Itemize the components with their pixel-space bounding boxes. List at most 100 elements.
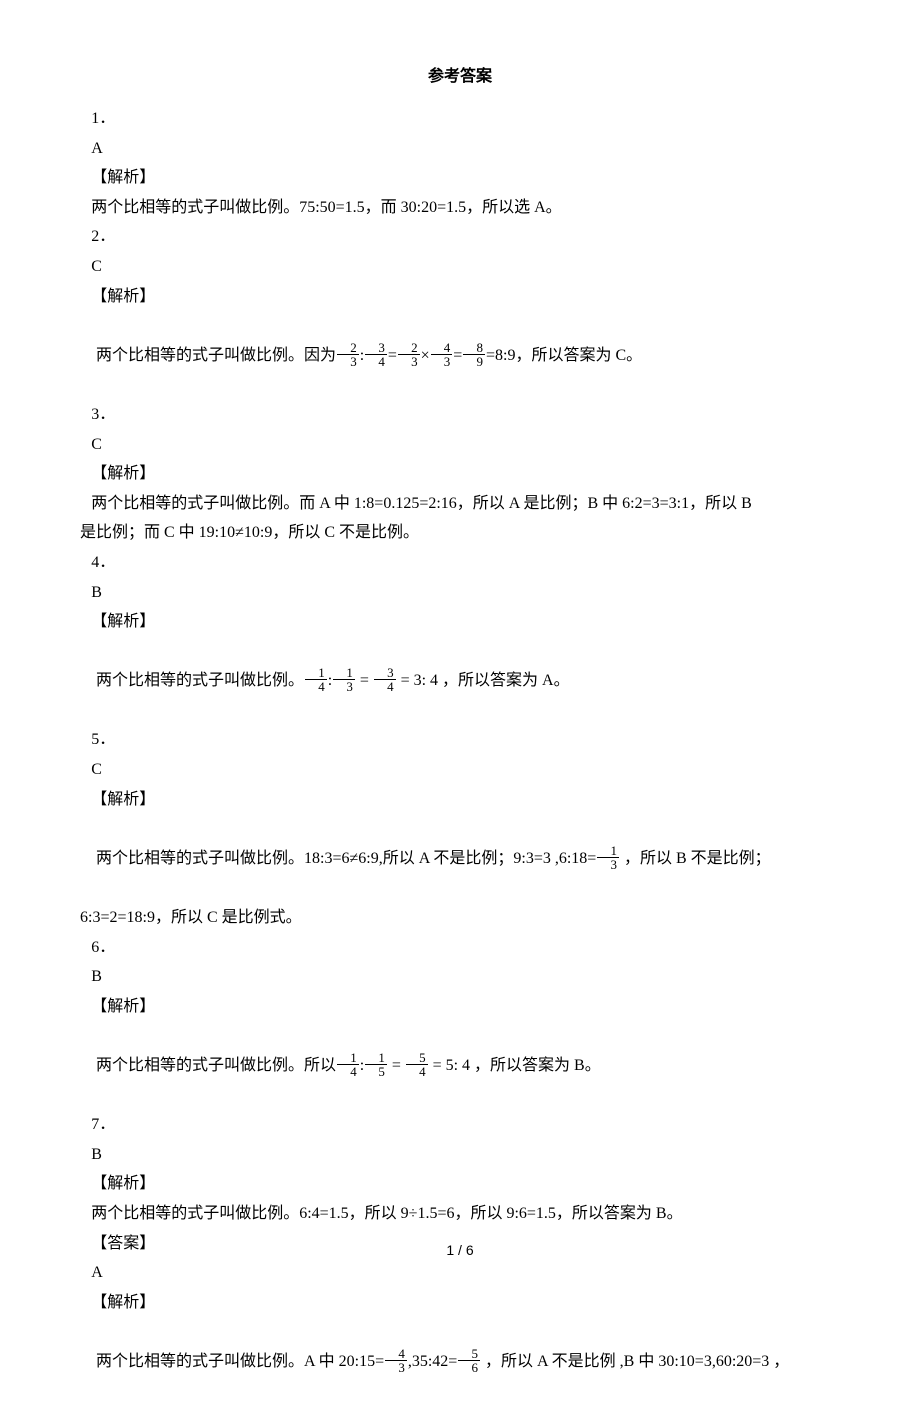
frac-num: 2	[337, 341, 359, 354]
answer-letter: A	[80, 134, 840, 164]
frac-num: 5	[406, 1051, 428, 1064]
q-number: 4．	[80, 548, 840, 578]
analysis-post: = 3: 4 ，所以答案为 A。	[397, 672, 570, 689]
fraction: 14	[305, 666, 327, 693]
op: =	[453, 347, 462, 364]
analysis-label: 【解析】	[80, 992, 840, 1022]
page-title: 参考答案	[80, 62, 840, 86]
fraction: 15	[365, 1051, 387, 1078]
frac-num: 1	[305, 666, 327, 679]
math-expr: 13	[596, 850, 620, 867]
q-number: 6．	[80, 933, 840, 963]
op: :	[360, 1057, 364, 1074]
frac-num: 1	[365, 1051, 387, 1064]
op: ×	[421, 347, 430, 364]
analysis-label: 【解析】	[80, 607, 840, 637]
frac-num: 5	[458, 1347, 480, 1360]
op: =	[388, 347, 397, 364]
q-number: 7．	[80, 1110, 840, 1140]
q-number: 3．	[80, 400, 840, 430]
fraction: 43	[431, 341, 453, 368]
fraction: 14	[337, 1051, 359, 1078]
analysis-text: 两个比相等的式子叫做比例。75:50=1.5，而 30:20=1.5，所以选 A…	[80, 193, 840, 223]
analysis-text: 两个比相等的式子叫做比例。14:13 = 34 = 3: 4 ，所以答案为 A。	[80, 637, 840, 726]
frac-num: 4	[431, 341, 453, 354]
answer-letter: B	[80, 1140, 840, 1170]
frac-den: 4	[337, 1064, 359, 1078]
frac-den: 3	[597, 857, 619, 871]
analysis-pre: 两个比相等的式子叫做比例。因为	[96, 347, 336, 364]
frac-den: 4	[406, 1064, 428, 1078]
op: :	[328, 672, 332, 689]
analysis-post: ，所以 A 不是比例 ,B 中 30:10=3,60:20=3 ，	[481, 1353, 789, 1370]
frac-den: 3	[333, 679, 355, 693]
analysis-text: 两个比相等的式子叫做比例。18:3=6≠6:9,所以 A 不是比例；9:3=3 …	[80, 814, 840, 903]
analysis-label: 【解析】	[80, 1169, 840, 1199]
fraction: 34	[365, 341, 387, 368]
analysis-post: = 5: 4 ，所以答案为 B。	[429, 1057, 601, 1074]
answer-letter: B	[80, 962, 840, 992]
analysis-label: 【解析】	[80, 1288, 840, 1318]
frac-den: 3	[398, 354, 420, 368]
analysis-text: 两个比相等的式子叫做比例。而 A 中 1:8=0.125=2:16，所以 A 是…	[80, 489, 840, 519]
fraction: 13	[333, 666, 355, 693]
frac-den: 3	[337, 354, 359, 368]
page-footer: 1 / 6	[0, 1242, 920, 1258]
frac-num: 3	[374, 666, 396, 679]
analysis-pre: 两个比相等的式子叫做比例。	[96, 672, 304, 689]
frac-den: 3	[431, 354, 453, 368]
answer-content: 1． A 【解析】 两个比相等的式子叫做比例。75:50=1.5，而 30:20…	[80, 104, 840, 1406]
answer-letter: C	[80, 755, 840, 785]
analysis-pre: 两个比相等的式子叫做比例。所以	[96, 1057, 336, 1074]
frac-den: 5	[365, 1064, 387, 1078]
analysis-pre: 两个比相等的式子叫做比例。18:3=6≠6:9,所以 A 不是比例；9:3=3 …	[96, 850, 596, 867]
fraction: 34	[374, 666, 396, 693]
analysis-text: 两个比相等的式子叫做比例。6:4=1.5，所以 9÷1.5=6，所以 9:6=1…	[80, 1199, 840, 1229]
fraction: 23	[337, 341, 359, 368]
frac-num: 1	[597, 844, 619, 857]
frac-den: 4	[374, 679, 396, 693]
frac-den: 3	[385, 1360, 407, 1374]
answer-letter: B	[80, 578, 840, 608]
analysis-text: 两个比相等的式子叫做比例。因为23:34=23×43=89=8:9，所以答案为 …	[80, 311, 840, 400]
math-expr: 14:15 = 54	[336, 1057, 429, 1074]
text: ,35:42=	[408, 1353, 457, 1370]
analysis-text: 6:3=2=18:9，所以 C 是比例式。	[80, 903, 840, 933]
frac-num: 1	[333, 666, 355, 679]
frac-num: 3	[365, 341, 387, 354]
frac-num: 1	[337, 1051, 359, 1064]
frac-den: 9	[463, 354, 485, 368]
math-expr: 23:34=23×43=89	[336, 347, 486, 364]
answer-letter: C	[80, 252, 840, 282]
analysis-post: =8:9，所以答案为 C。	[486, 347, 642, 364]
analysis-label: 【解析】	[80, 459, 840, 489]
frac-num: 2	[398, 341, 420, 354]
op: :	[360, 347, 364, 364]
analysis-text: 是比例；而 C 中 19:10≠10:9，所以 C 不是比例。	[80, 518, 840, 548]
analysis-post: ，所以 B 不是比例；	[620, 850, 771, 867]
q-number: 5．	[80, 725, 840, 755]
answer-letter: C	[80, 430, 840, 460]
analysis-label: 【解析】	[80, 785, 840, 815]
fraction: 13	[597, 844, 619, 871]
frac-den: 4	[365, 354, 387, 368]
frac-den: 4	[305, 679, 327, 693]
math-expr: 43,35:42=56	[384, 1353, 481, 1370]
analysis-text: 两个比相等的式子叫做比例。A 中 20:15=43,35:42=56 ，所以 A…	[80, 1317, 840, 1406]
answer-letter: A	[80, 1258, 840, 1288]
frac-den: 6	[458, 1360, 480, 1374]
op: =	[388, 1057, 405, 1074]
fraction: 54	[406, 1051, 428, 1078]
analysis-label: 【解析】	[80, 282, 840, 312]
frac-num: 8	[463, 341, 485, 354]
analysis-label: 【解析】	[80, 163, 840, 193]
op: =	[356, 672, 373, 689]
analysis-text: 两个比相等的式子叫做比例。所以14:15 = 54 = 5: 4 ，所以答案为 …	[80, 1021, 840, 1110]
fraction: 89	[463, 341, 485, 368]
fraction: 43	[385, 1347, 407, 1374]
math-expr: 14:13 = 34	[304, 672, 397, 689]
q-number: 1．	[80, 104, 840, 134]
analysis-pre: 两个比相等的式子叫做比例。A 中 20:15=	[96, 1353, 384, 1370]
fraction: 23	[398, 341, 420, 368]
q-number: 2．	[80, 222, 840, 252]
